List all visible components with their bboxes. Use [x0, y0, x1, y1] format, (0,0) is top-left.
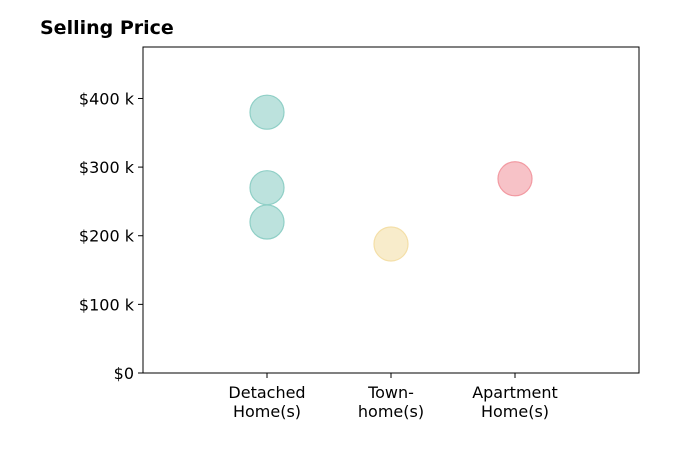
y-tick-label: $100 k	[79, 295, 135, 314]
x-tick-label-line: Home(s)	[481, 402, 549, 421]
data-point	[249, 204, 285, 240]
chart-title: Selling Price	[40, 17, 174, 39]
x-tick-label-line: home(s)	[358, 402, 424, 421]
y-axis: $0 $100 k $200 k $300 k $400 k	[79, 89, 143, 383]
x-tick-label-line: Town-	[367, 383, 414, 402]
data-point	[497, 161, 533, 197]
x-tick-label: Detached Home(s)	[228, 383, 305, 421]
y-tick-label: $0	[114, 364, 134, 383]
data-point	[249, 94, 285, 130]
x-axis: Detached Home(s)Town-home(s)Apartment Home…	[228, 373, 558, 421]
y-tick-label: $400 k	[79, 89, 135, 108]
x-tick-label-line: Detached	[228, 383, 305, 402]
plot-frame	[142, 46, 640, 374]
scatter-marks	[249, 94, 533, 262]
y-tick-label: $300 k	[79, 158, 135, 177]
data-point	[249, 170, 285, 206]
data-point	[373, 226, 409, 262]
x-tick-label: Apartment Home(s)	[472, 383, 558, 421]
x-tick-label-line: Apartment	[472, 383, 558, 402]
y-tick-label: $200 k	[79, 227, 135, 246]
x-tick-label-line: Home(s)	[233, 402, 301, 421]
x-tick-label: Town-home(s)	[358, 383, 424, 421]
